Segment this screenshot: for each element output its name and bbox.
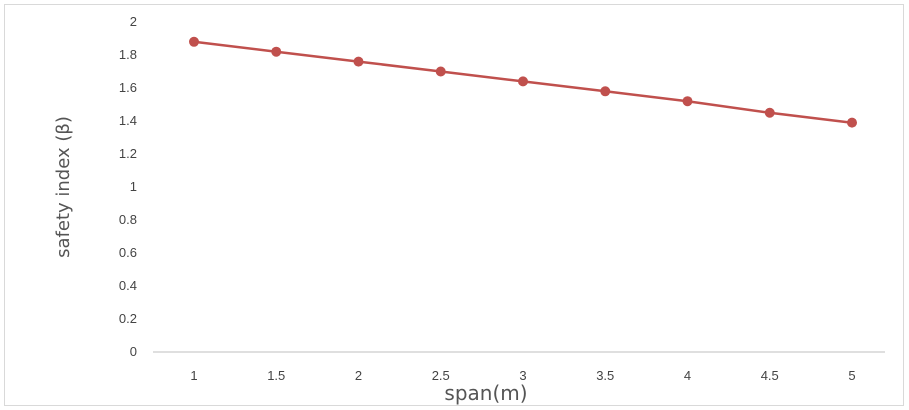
data-point xyxy=(682,96,693,107)
x-tick-label: 4 xyxy=(684,368,691,383)
data-point xyxy=(271,46,282,57)
x-tick-label: 5 xyxy=(848,368,855,383)
data-point xyxy=(764,107,775,118)
x-tick-label: 2.5 xyxy=(432,368,450,383)
chart-area xyxy=(4,4,904,406)
data-point xyxy=(189,36,199,47)
y-tick-label: 1.8 xyxy=(119,47,137,62)
x-axis-title: span(m) xyxy=(444,381,527,405)
data-point xyxy=(518,76,528,87)
data-point xyxy=(847,117,857,128)
y-tick-label: 1.6 xyxy=(119,80,137,95)
x-axis-ticks: 1 1.5 2 2.5 3 3.5 4 4.5 5 xyxy=(190,368,855,383)
x-tick-label: 1.5 xyxy=(267,368,285,383)
data-point xyxy=(600,86,611,97)
y-axis-ticks: 0 0.2 0.4 0.6 0.8 1 1.2 1.4 1.6 1.8 2 xyxy=(119,14,137,359)
y-tick-label: 0 xyxy=(130,344,137,359)
y-tick-label: 0.2 xyxy=(119,311,137,326)
x-tick-label: 1 xyxy=(190,368,197,383)
data-point xyxy=(435,66,446,77)
y-tick-label: 0.8 xyxy=(119,212,137,227)
y-tick-label: 1 xyxy=(130,179,137,194)
x-tick-label: 3 xyxy=(519,368,526,383)
y-tick-label: 2 xyxy=(130,14,137,29)
data-points xyxy=(189,36,857,128)
data-point xyxy=(353,56,364,67)
y-tick-label: 1.2 xyxy=(119,146,137,161)
y-axis-title: safety index (β) xyxy=(53,116,74,258)
y-tick-label: 0.6 xyxy=(119,245,137,260)
x-tick-label: 2 xyxy=(355,368,362,383)
x-tick-label: 3.5 xyxy=(596,368,614,383)
x-tick-label: 4.5 xyxy=(761,368,779,383)
y-tick-label: 0.4 xyxy=(119,278,137,293)
y-tick-label: 1.4 xyxy=(119,113,137,128)
